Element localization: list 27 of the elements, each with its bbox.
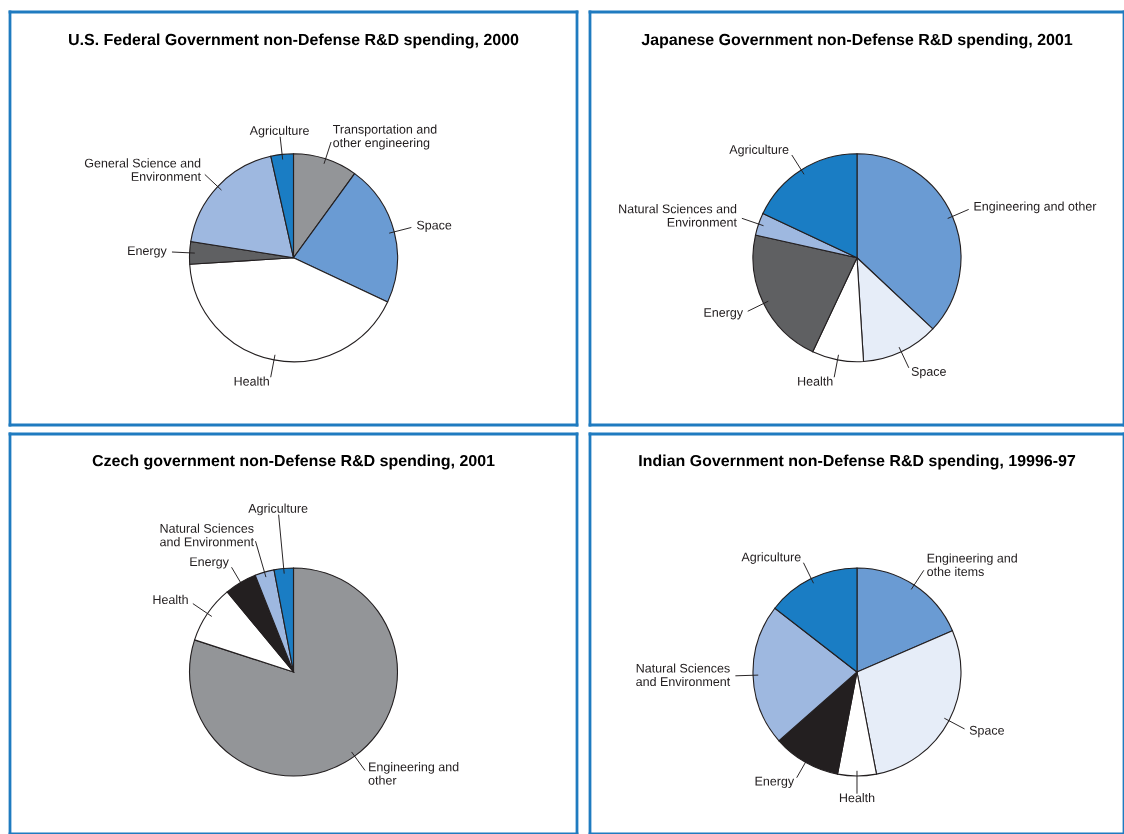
slice-label: Space bbox=[416, 220, 452, 233]
slice-label: Transportation and other engineering bbox=[332, 124, 437, 150]
slice-label: Natural Sciences and Environment bbox=[636, 663, 731, 687]
slice-label: Health bbox=[153, 594, 188, 605]
slice-label: Space bbox=[911, 367, 946, 379]
chart-title: Japanese Government non-Defense R&D spending, 2001 bbox=[641, 33, 1073, 49]
slice-label: Agriculture bbox=[248, 503, 308, 516]
slice-label: Agriculture bbox=[741, 552, 801, 564]
chart-title: Indian Government non-Defense R&D spending, 19996-97 bbox=[639, 454, 1076, 470]
slice-label: Health bbox=[839, 793, 875, 803]
slice-label: Health bbox=[798, 376, 833, 386]
slice-label: Natural Sciences and Environment bbox=[619, 204, 737, 227]
slice-label: Energy bbox=[190, 557, 229, 569]
slice-label: General Science and Environment bbox=[84, 158, 201, 181]
slice-label: Engineering and other bbox=[368, 762, 459, 785]
slice-label: Space bbox=[969, 725, 1005, 738]
slice-label: Natural Sciences and Environment bbox=[160, 523, 254, 547]
slice-label: Energy bbox=[128, 246, 167, 258]
slice-label: Health bbox=[234, 376, 269, 386]
slice-label: Energy bbox=[704, 308, 744, 320]
slice-label: Agriculture bbox=[729, 144, 789, 157]
chart-title: Czech government non-Defense R&D spending, 2001 bbox=[92, 454, 495, 470]
chart-title: U.S. Federal Government non-Defense R&D spending, 2000 bbox=[69, 33, 519, 49]
slice-label: Engineering and other bbox=[974, 201, 1097, 214]
slice-label: Agriculture bbox=[249, 125, 309, 138]
slice-label: Energy bbox=[755, 776, 795, 789]
slice-label: Engineering and othe items bbox=[927, 553, 1017, 577]
